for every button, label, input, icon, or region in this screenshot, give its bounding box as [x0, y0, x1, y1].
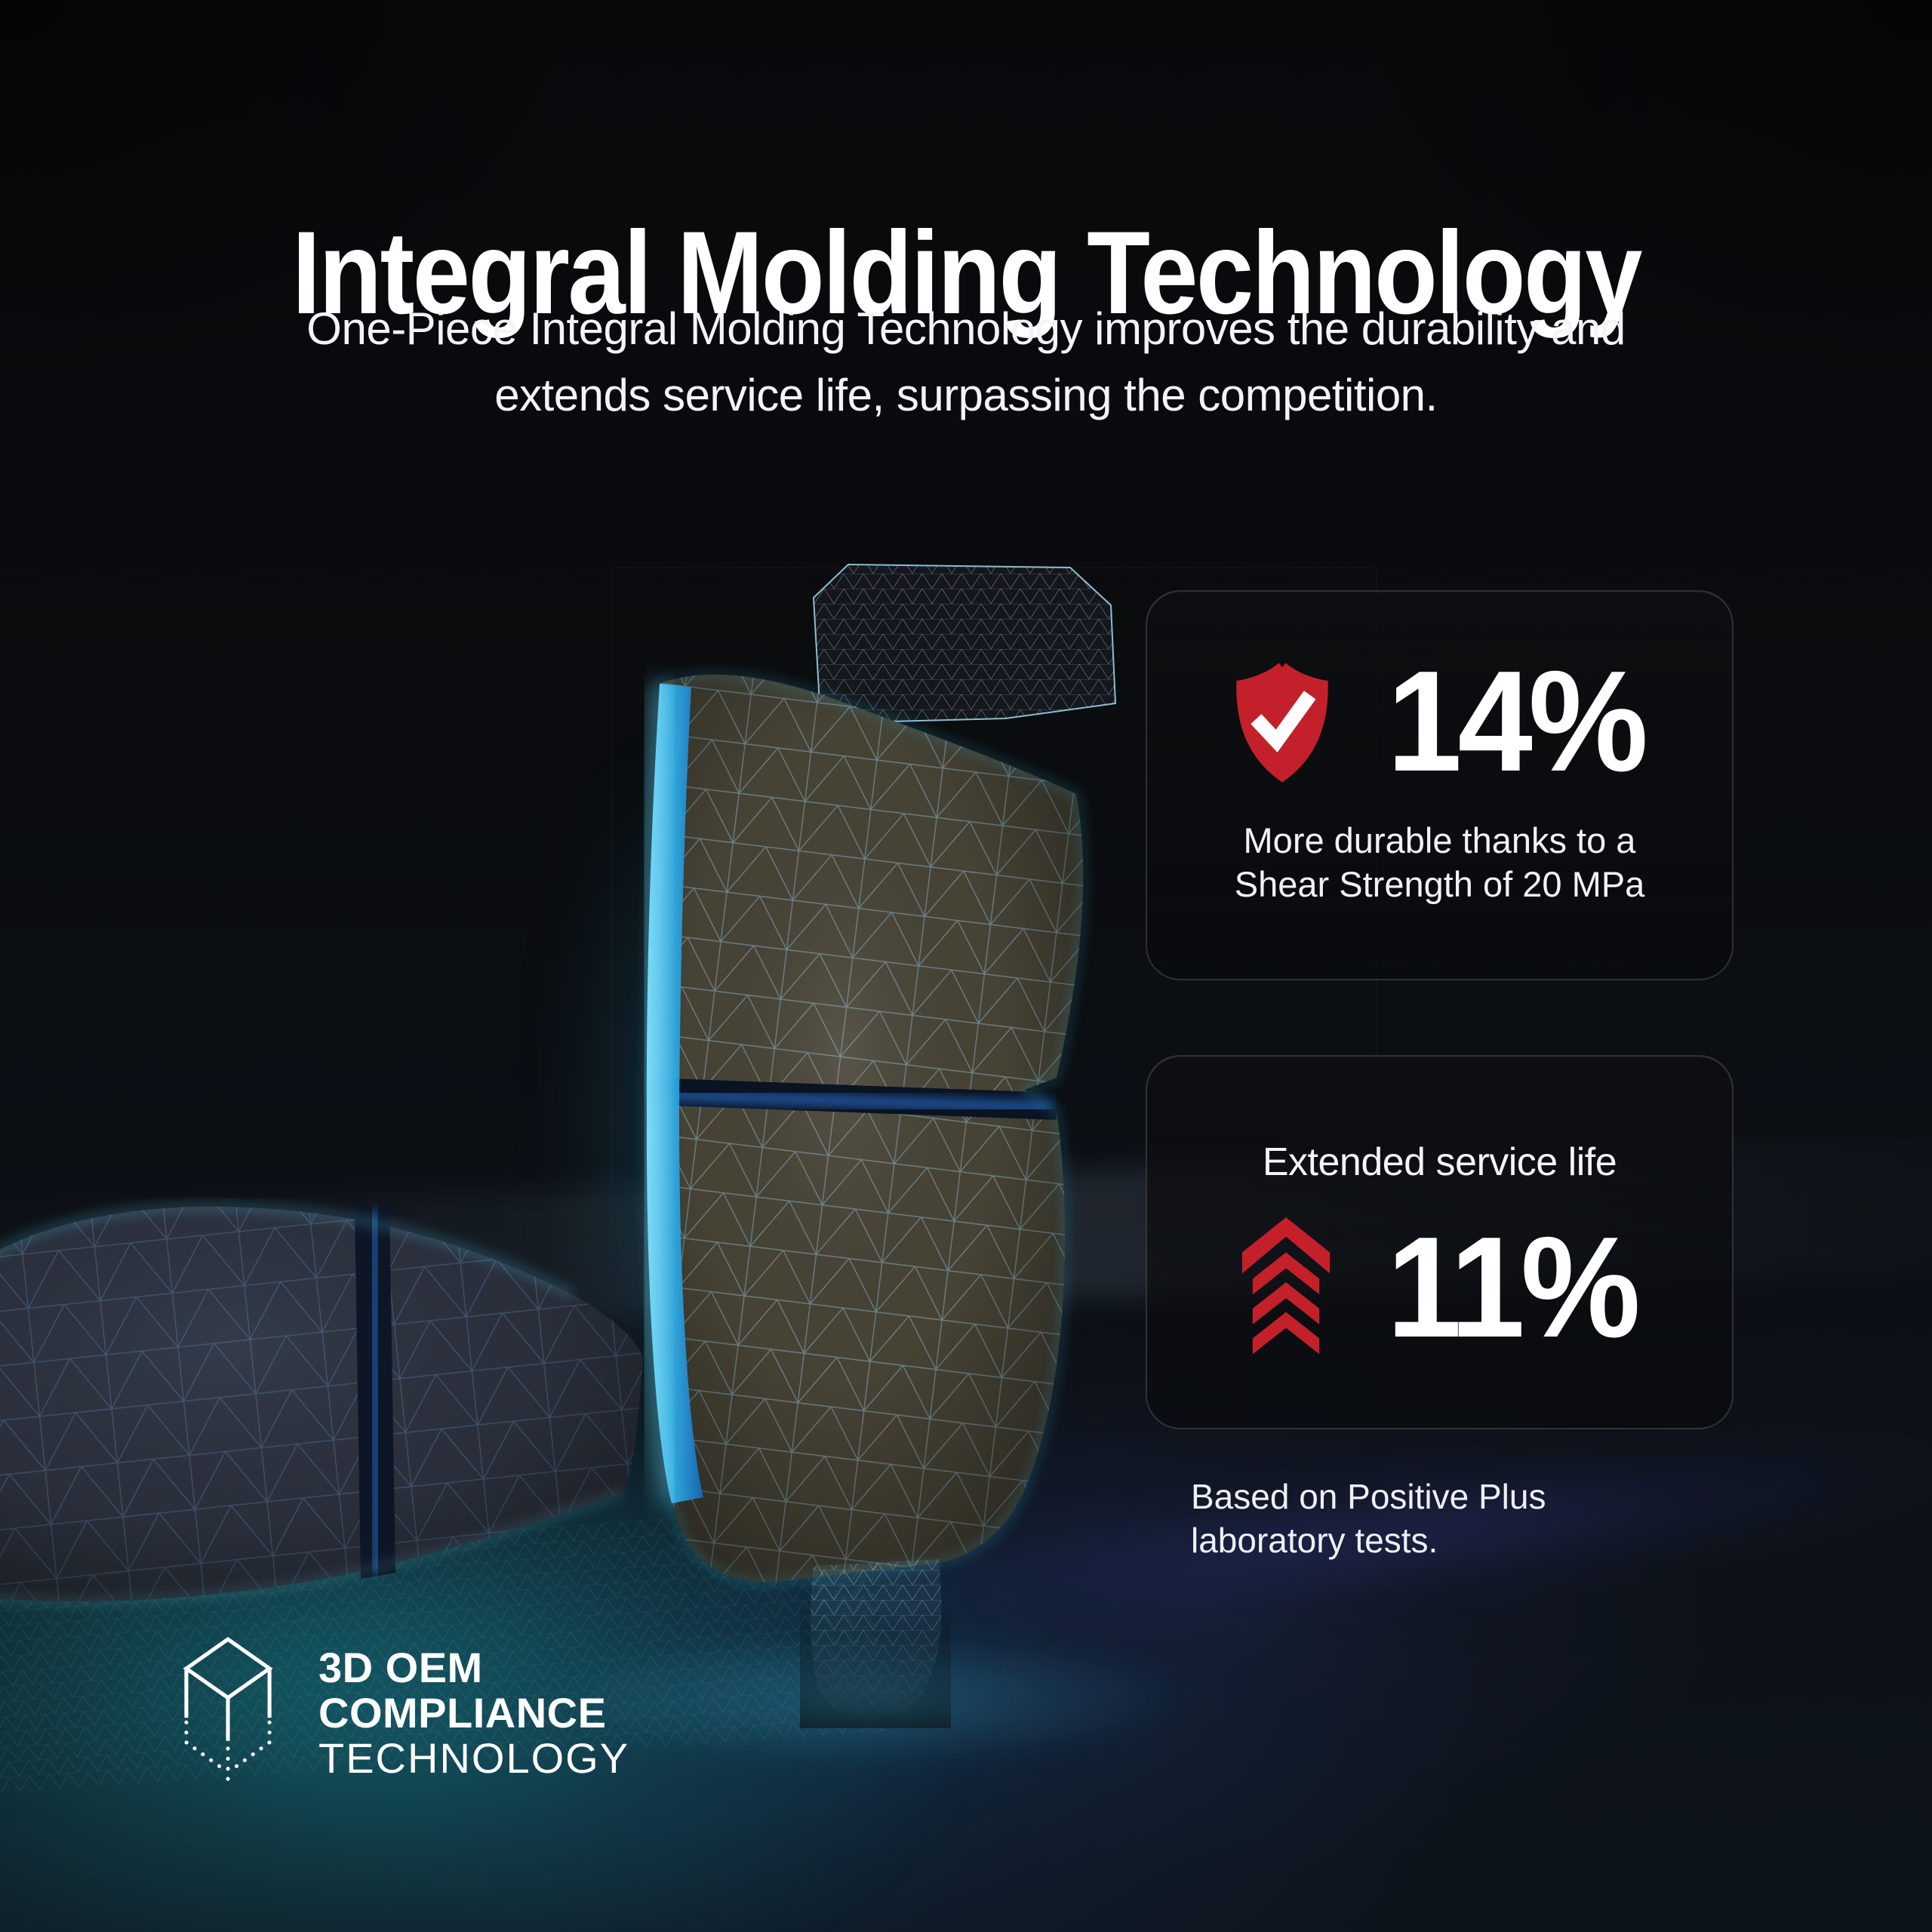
footnote: Based on Positive Plus laboratory tests.	[1191, 1475, 1546, 1562]
pad-top-tab	[812, 563, 1117, 723]
stat-card-durability: 14% More durable thanks to a Shear Stren…	[1146, 590, 1734, 980]
durability-stat-row: 14%	[1147, 641, 1732, 801]
stat-card-service-life: Extended service life 11%	[1146, 1055, 1734, 1429]
shield-check-icon	[1236, 663, 1329, 783]
footnote-line-1: Based on Positive Plus	[1191, 1477, 1546, 1516]
durability-caption-line-1: More durable thanks to a	[1243, 820, 1636, 860]
footnote-line-2: laboratory tests.	[1191, 1521, 1438, 1560]
logo-line-1: 3D OEM	[318, 1644, 483, 1691]
page-subtitle: One-Piece Integral Molding Technology im…	[0, 296, 1932, 429]
service-life-stat-row: 11%	[1147, 1212, 1732, 1363]
logo-3d-oem-compliance: 3D OEM COMPLIANCE TECHNOLOGY	[171, 1635, 629, 1789]
durability-caption: More durable thanks to a Shear Strength …	[1147, 819, 1732, 906]
service-life-label: Extended service life	[1262, 1140, 1617, 1184]
logo-text: 3D OEM COMPLIANCE TECHNOLOGY	[318, 1645, 629, 1781]
durability-caption-line-2: Shear Strength of 20 MPa	[1234, 864, 1645, 904]
brake-pad-horizontal	[0, 1204, 643, 1604]
logo-line-2: COMPLIANCE	[318, 1689, 607, 1737]
pad-reflection	[543, 1630, 1192, 1766]
pad-groove-horizontal	[649, 1078, 1057, 1120]
subtitle-line-1: One-Piece Integral Molding Technology im…	[306, 303, 1626, 354]
pad-backing-plate-edge	[646, 684, 703, 1503]
subtitle-line-2: extends service life, surpassing the com…	[494, 370, 1438, 420]
brake-pad-vertical	[543, 563, 1192, 1766]
arrow-up-chevrons-icon	[1241, 1217, 1330, 1355]
page-title: Integral Molding Technology	[291, 207, 1642, 339]
durability-percent: 14%	[1387, 641, 1648, 801]
wireframe-cube-icon	[183, 1637, 273, 1783]
service-life-percent: 11%	[1386, 1208, 1640, 1367]
logo-line-3: TECHNOLOGY	[318, 1734, 630, 1782]
